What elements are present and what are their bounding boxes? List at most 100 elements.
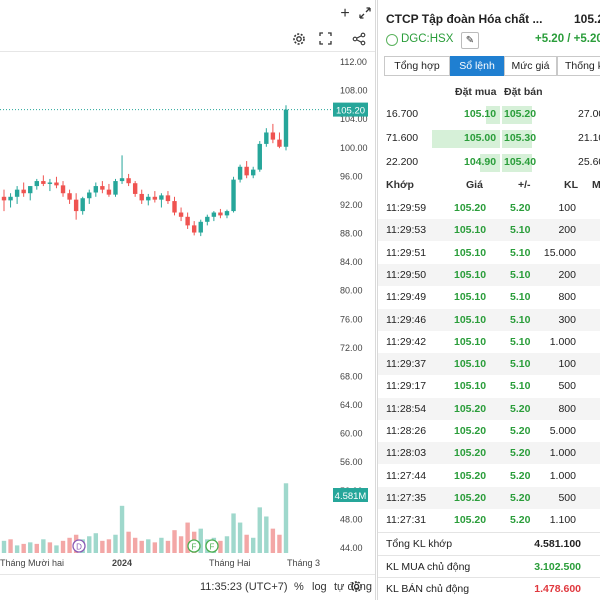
trade-price: 105.10 <box>454 380 487 393</box>
candle-body <box>28 186 33 194</box>
th-m: M <box>592 179 600 191</box>
volume-bar <box>8 539 13 553</box>
trade-change: 5.10 <box>510 358 531 371</box>
candle-body <box>152 196 158 200</box>
trade-row: 11:29:37 105.10 5.10 100 <box>378 353 600 376</box>
trade-time: 11:29:46 <box>386 313 427 326</box>
candle-body <box>211 212 217 217</box>
tab-so-lenh[interactable]: Sổ lệnh <box>450 56 504 76</box>
candle-body <box>231 179 236 212</box>
ask-price[interactable]: 105.40 <box>504 156 537 168</box>
ask-depth-bar <box>502 154 532 172</box>
candle-body <box>80 198 85 212</box>
volume-bar <box>165 540 171 553</box>
gear-icon[interactable] <box>290 32 308 48</box>
candle-body <box>47 182 53 184</box>
orderbook-row: 71.600 105.00 105.30 21.100 <box>378 128 600 150</box>
tab-tong-hop[interactable]: Tổng hợp <box>384 56 450 76</box>
ask-price[interactable]: 105.20 <box>504 108 537 120</box>
volume-bar <box>126 531 131 553</box>
volume-bar <box>251 537 256 553</box>
chart-pane[interactable]: + 112.00 108.00 104.00 100.00 96.00 92.00 88.0… <box>0 0 376 600</box>
orderbook-row: 22.200 104.90 105.40 25.600 <box>378 152 600 174</box>
y-tick-label: 100.00 <box>340 143 368 153</box>
plus-icon[interactable]: + <box>340 5 350 22</box>
candle-body <box>146 196 151 201</box>
log-toggle[interactable]: log <box>312 581 327 593</box>
summary-value: 3.102.500 <box>534 560 581 573</box>
volume-bar <box>28 542 33 553</box>
bid-volume: 22.200 <box>386 156 419 168</box>
volume-bar <box>100 540 105 553</box>
candle-body <box>270 132 276 140</box>
auto-toggle[interactable]: tự động <box>334 581 372 593</box>
price-chart[interactable]: 112.00 108.00 104.00 100.00 96.00 92.00 88.00 8… <box>0 52 376 574</box>
ob-header-sell: Đặt bán <box>504 86 543 98</box>
trade-row: 11:29:53 105.10 5.10 200 <box>378 219 600 242</box>
bid-price[interactable]: 105.10 <box>464 108 497 120</box>
bid-price[interactable]: 104.90 <box>464 156 497 168</box>
trade-volume: 500 <box>558 380 576 393</box>
bid-price[interactable]: 105.00 <box>464 132 497 144</box>
trade-change: 5.20 <box>510 491 531 504</box>
candle-body <box>191 225 197 233</box>
ob-header-buy: Đặt mua <box>455 86 497 98</box>
candle-body <box>251 169 256 176</box>
bid-depth-bar <box>480 154 500 172</box>
trade-price: 105.10 <box>454 335 487 348</box>
volume-bar <box>152 542 158 553</box>
trade-time: 11:29:17 <box>386 380 427 393</box>
candle-body <box>14 189 20 197</box>
edit-pencil-icon[interactable]: ✎ <box>461 32 479 49</box>
y-tick-label: 64.00 <box>340 400 363 410</box>
volume-bar <box>237 522 243 553</box>
gear-icon[interactable] <box>350 580 363 596</box>
trade-change: 5.20 <box>510 425 531 437</box>
volume-bar <box>159 537 164 553</box>
trade-change: 5.10 <box>510 380 531 393</box>
y-tick-label: 108.00 <box>340 86 368 96</box>
trade-time: 11:27:31 <box>386 514 427 527</box>
ask-depth-bar <box>502 130 532 148</box>
trade-row: 11:29:51 105.10 5.10 15.000 <box>378 242 600 264</box>
y-tick-label: 60.00 <box>340 429 363 439</box>
ask-price[interactable]: 105.30 <box>504 132 537 144</box>
candle-body <box>54 182 59 186</box>
trade-price: 105.20 <box>454 514 487 527</box>
trade-change: 5.10 <box>510 335 531 348</box>
tab-thong-ke[interactable]: Thống kê <box>557 56 600 76</box>
tab-muc-gia[interactable]: Mức giá <box>504 56 557 76</box>
trade-row: 11:29:17 105.10 5.10 500 <box>378 375 600 397</box>
candle-body <box>159 195 164 200</box>
summary-label: KL MUA chủ động <box>386 560 471 573</box>
trade-volume: 1.100 <box>549 514 576 527</box>
fullscreen-icon[interactable] <box>316 32 334 48</box>
bid-volume: 16.700 <box>386 108 419 120</box>
ticker-symbol[interactable]: DGC:HSX <box>401 33 454 45</box>
trade-price: 105.10 <box>454 224 487 237</box>
candle-body <box>100 186 105 190</box>
volume-bar <box>264 516 269 553</box>
volume-bar <box>257 507 262 553</box>
x-axis-label: Tháng 3 <box>287 558 320 568</box>
trade-time: 11:27:44 <box>386 469 427 482</box>
share-icon[interactable] <box>350 32 368 48</box>
trade-change: 5.20 <box>510 402 531 415</box>
panel-tabs: Tổng hợp Sổ lệnh Mức giá Thống kê <box>384 56 600 76</box>
trade-change: 5.10 <box>510 246 531 259</box>
volume-bar <box>67 537 72 553</box>
y-tick-label: 80.00 <box>340 286 363 296</box>
trade-price: 105.20 <box>454 469 487 482</box>
expand-arrows-icon[interactable] <box>356 6 374 22</box>
trade-row: 11:28:26 105.20 5.20 5.000 <box>378 420 600 442</box>
percent-toggle[interactable]: % <box>294 581 304 593</box>
trade-volume: 100 <box>558 202 576 214</box>
y-tick-label: 72.00 <box>340 343 363 353</box>
trade-volume: 100 <box>558 358 576 371</box>
y-tick-label: 84.00 <box>340 257 363 267</box>
ask-volume: 27.000 <box>578 108 600 120</box>
x-axis-label: 2024 <box>112 558 132 568</box>
trade-change: 5.10 <box>510 268 531 281</box>
candle-body <box>34 181 39 187</box>
volume-bar <box>41 539 46 553</box>
